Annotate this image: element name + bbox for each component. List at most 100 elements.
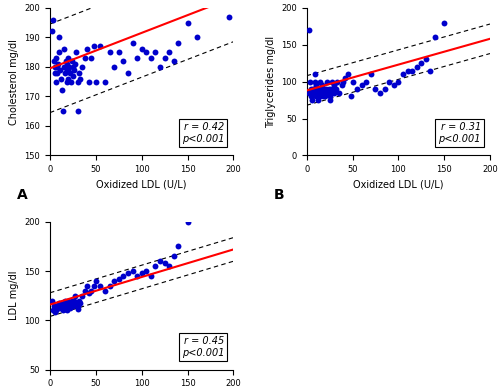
Point [52, 79, 60, 85]
Point [160, 55, 168, 61]
Point [321, 93, 329, 100]
Point [314, 97, 322, 103]
Point [313, 89, 321, 96]
Point [52, 307, 60, 314]
Point [156, 64, 164, 70]
Point [165, 263, 173, 269]
Point [330, 82, 338, 88]
Point [54, 70, 62, 76]
Point [147, 273, 155, 279]
Point [74, 108, 82, 114]
Point [170, 58, 178, 64]
Point [101, 288, 109, 294]
Point [64, 300, 72, 306]
Point [311, 71, 319, 77]
Point [307, 86, 316, 92]
Point [82, 283, 90, 289]
Point [64, 298, 72, 304]
Point [358, 82, 366, 88]
Y-axis label: LDL mg/dl: LDL mg/dl [9, 271, 19, 321]
Text: r = 0.31
p<0.001: r = 0.31 p<0.001 [438, 122, 481, 144]
Point [59, 108, 67, 114]
Point [418, 60, 426, 66]
Point [165, 49, 173, 55]
Point [322, 86, 330, 92]
Point [128, 268, 136, 274]
Point [192, 34, 200, 40]
Point [308, 93, 316, 100]
Point [49, 16, 56, 23]
Point [120, 273, 128, 279]
Point [84, 79, 92, 85]
Point [110, 278, 118, 284]
Point [64, 300, 72, 306]
Point [152, 263, 160, 269]
Point [55, 305, 63, 311]
Point [69, 300, 77, 306]
Text: r = 0.45
p<0.001: r = 0.45 p<0.001 [182, 336, 224, 358]
Point [174, 40, 182, 46]
Point [306, 79, 314, 85]
Point [324, 86, 332, 92]
Point [65, 64, 74, 70]
X-axis label: Oxidized LDL (U/L): Oxidized LDL (U/L) [96, 180, 187, 190]
Point [326, 86, 334, 92]
Point [314, 86, 322, 92]
Point [92, 278, 100, 284]
Point [92, 79, 100, 85]
Point [128, 40, 136, 46]
Point [332, 86, 340, 92]
Point [399, 71, 407, 77]
Text: B: B [274, 188, 284, 202]
Point [87, 288, 95, 294]
Point [64, 303, 72, 309]
Point [87, 55, 95, 61]
Point [76, 70, 84, 76]
Point [184, 219, 192, 225]
Point [174, 244, 182, 250]
Point [62, 305, 70, 311]
Point [74, 79, 82, 85]
Point [318, 82, 326, 88]
Point [76, 300, 84, 306]
Point [338, 82, 345, 88]
Point [316, 79, 324, 85]
Point [66, 305, 74, 311]
Point [50, 70, 58, 76]
Point [55, 34, 63, 40]
Point [50, 309, 58, 315]
Point [78, 293, 86, 299]
Point [55, 49, 63, 55]
Point [55, 300, 63, 306]
Point [330, 89, 338, 96]
Point [314, 89, 322, 96]
Point [308, 97, 316, 103]
Point [323, 79, 331, 85]
Point [304, 27, 312, 33]
Point [60, 298, 68, 304]
Point [52, 303, 60, 309]
Point [367, 71, 375, 77]
Point [68, 298, 76, 304]
Point [328, 79, 336, 85]
Point [71, 293, 79, 299]
Point [120, 58, 128, 64]
Point [78, 64, 86, 70]
Point [52, 55, 60, 61]
Point [124, 270, 132, 276]
Point [67, 303, 75, 309]
Point [69, 73, 77, 79]
Y-axis label: Triglycerides mg/dl: Triglycerides mg/dl [266, 35, 276, 128]
Point [72, 49, 80, 55]
Point [70, 298, 78, 304]
Point [71, 61, 79, 67]
Point [64, 55, 72, 61]
Point [142, 49, 150, 55]
Point [56, 67, 64, 73]
Point [50, 305, 58, 312]
Point [376, 89, 384, 96]
Point [59, 307, 67, 314]
Point [152, 49, 160, 55]
Point [48, 28, 56, 35]
Point [362, 79, 370, 85]
